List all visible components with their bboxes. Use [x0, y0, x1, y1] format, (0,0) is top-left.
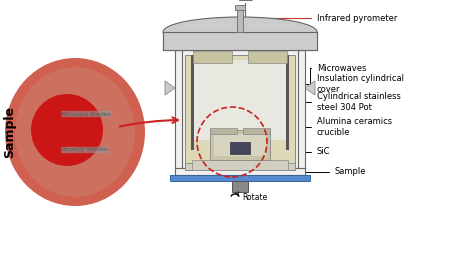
Bar [192, 160, 288, 170]
Bar [237, 10, 243, 32]
Bar [210, 128, 237, 134]
Bar [191, 55, 194, 150]
Text: Alumina ceramics
crucible: Alumina ceramics crucible [270, 117, 392, 137]
Text: Sample: Sample [3, 106, 17, 158]
Text: Sample: Sample [250, 151, 366, 177]
Bar [230, 142, 250, 154]
Bar [185, 163, 295, 170]
Text: Cylindrical stainless
steel 304 Pot: Cylindrical stainless steel 304 Pot [305, 92, 401, 112]
Bar [235, 5, 245, 10]
Bar [185, 55, 295, 170]
Bar [193, 51, 232, 63]
Polygon shape [305, 81, 315, 95]
Bar [175, 168, 305, 175]
Ellipse shape [15, 67, 135, 197]
Text: Microwave direction: Microwave direction [63, 112, 111, 116]
Bar [163, 32, 317, 50]
Bar [163, 32, 317, 50]
Circle shape [31, 94, 103, 166]
Bar [170, 175, 310, 181]
Polygon shape [165, 81, 175, 95]
Text: Inspector direction: Inspector direction [62, 147, 108, 153]
Bar [286, 55, 289, 150]
Bar [193, 60, 287, 140]
Bar [232, 181, 248, 192]
Text: Microwaves: Microwaves [310, 63, 366, 85]
Bar [210, 130, 270, 160]
Ellipse shape [163, 17, 317, 47]
Text: Rotate: Rotate [242, 193, 267, 202]
Bar [298, 50, 305, 175]
Bar [175, 50, 305, 175]
Text: Infrared pyrometer: Infrared pyrometer [245, 3, 397, 23]
Bar [175, 50, 182, 175]
Ellipse shape [5, 58, 145, 206]
Bar [248, 51, 287, 63]
Text: SiC: SiC [288, 147, 330, 162]
Bar [243, 128, 270, 134]
Bar [214, 134, 266, 156]
Text: Insulation cylindrical
cover: Insulation cylindrical cover [295, 74, 404, 94]
